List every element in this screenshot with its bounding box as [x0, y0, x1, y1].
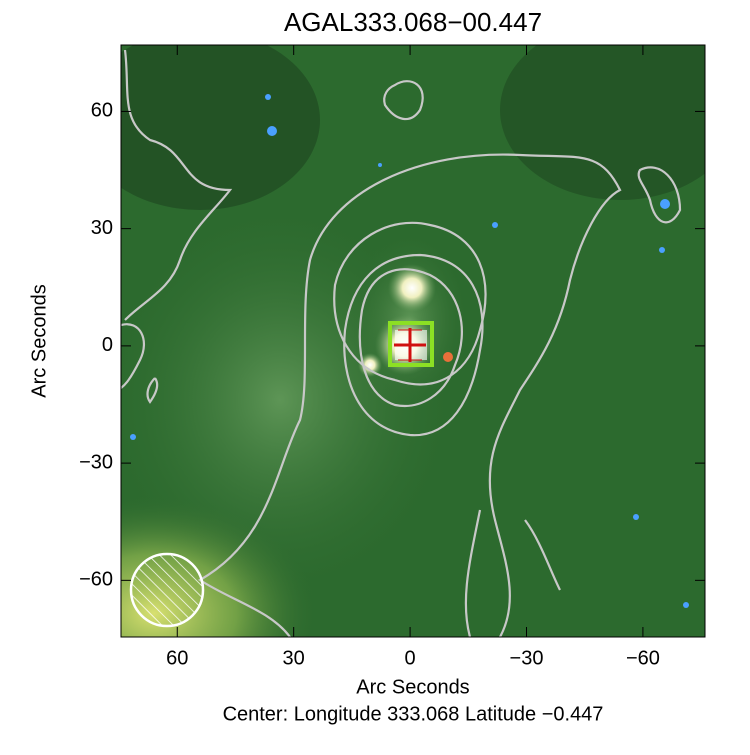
x-tick-label: 60	[166, 647, 188, 669]
y-tick-label: 30	[91, 217, 113, 239]
y-tick-label: 0	[102, 334, 113, 356]
y-tick-label: 60	[91, 100, 113, 122]
x-tick-label: −30	[510, 647, 544, 669]
x-tick-label: 30	[283, 647, 305, 669]
y-tick-label: −30	[79, 451, 113, 473]
y-axis-label: Arc Seconds	[28, 284, 50, 397]
sky-image	[121, 45, 705, 637]
x-tick-label: 0	[405, 647, 416, 669]
x-tick-label: −60	[626, 647, 660, 669]
chart-title: AGAL333.068−00.447	[284, 7, 542, 37]
plot-frame	[120, 44, 706, 638]
x-axis-label: Arc Seconds	[356, 676, 469, 698]
footer: Center: Longitude 333.068 Latitude −0.44…	[223, 703, 604, 725]
y-tick-label: −60	[79, 569, 113, 591]
